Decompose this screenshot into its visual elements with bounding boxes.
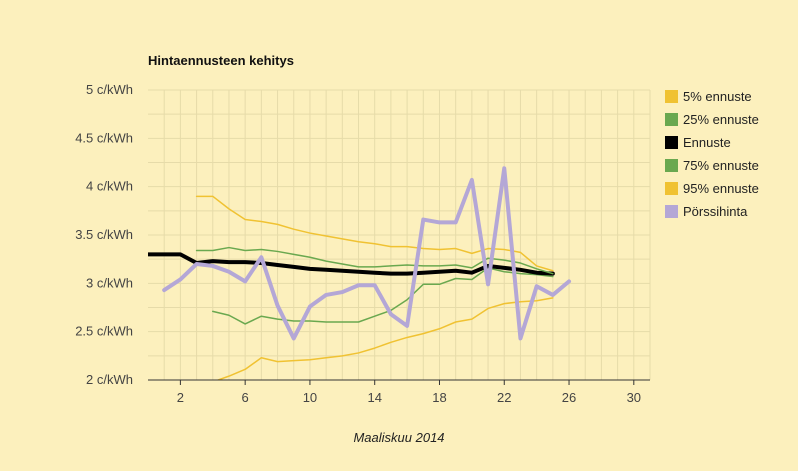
legend-swatch xyxy=(665,159,678,172)
legend-label: Ennuste xyxy=(683,135,731,150)
series-line-1 xyxy=(212,267,554,325)
x-tick-label: 2 xyxy=(177,390,184,405)
series-lines xyxy=(148,166,572,380)
x-tick-label: 14 xyxy=(367,390,381,405)
x-tick-label: 30 xyxy=(627,390,641,405)
series-line-0 xyxy=(215,297,554,380)
x-tick-label: 6 xyxy=(242,390,249,405)
x-tick-label: 22 xyxy=(497,390,511,405)
series-line-5 xyxy=(162,166,572,341)
x-tick-label: 10 xyxy=(303,390,317,405)
legend-label: 95% ennuste xyxy=(683,181,759,196)
legend-swatch xyxy=(665,205,678,218)
x-tick-label: 18 xyxy=(432,390,446,405)
y-tick-label: 2 c/kWh xyxy=(86,372,133,387)
legend-label: 25% ennuste xyxy=(683,112,759,127)
y-tick-label: 4.5 c/kWh xyxy=(75,130,133,145)
y-tick-label: 3 c/kWh xyxy=(86,275,133,290)
y-tick-label: 2.5 c/kWh xyxy=(75,324,133,339)
legend-swatch xyxy=(665,90,678,103)
x-axis-title: Maaliskuu 2014 xyxy=(353,430,444,445)
legend-swatch xyxy=(665,182,678,195)
legend-label: 5% ennuste xyxy=(683,89,752,104)
legend-label: 75% ennuste xyxy=(683,158,759,173)
y-tick-label: 3.5 c/kWh xyxy=(75,227,133,242)
y-axis-labels: 2 c/kWh 2.5 c/kWh 3 c/kWh 3.5 c/kWh 4 c/kWh 4… xyxy=(75,82,133,387)
y-tick-label: 5 c/kWh xyxy=(86,82,133,97)
legend-label: Pörssihinta xyxy=(683,204,748,219)
y-tick-label: 4 c/kWh xyxy=(86,179,133,194)
x-tick-label: 26 xyxy=(562,390,576,405)
chart-title: Hintaennusteen kehitys xyxy=(148,53,294,68)
x-axis-labels: 2 6 10 14 18 22 26 30 xyxy=(177,380,641,405)
legend: 5% ennuste 25% ennuste Ennuste 75% ennuste 9… xyxy=(665,89,759,219)
legend-swatch xyxy=(665,136,678,149)
legend-swatch xyxy=(665,113,678,126)
